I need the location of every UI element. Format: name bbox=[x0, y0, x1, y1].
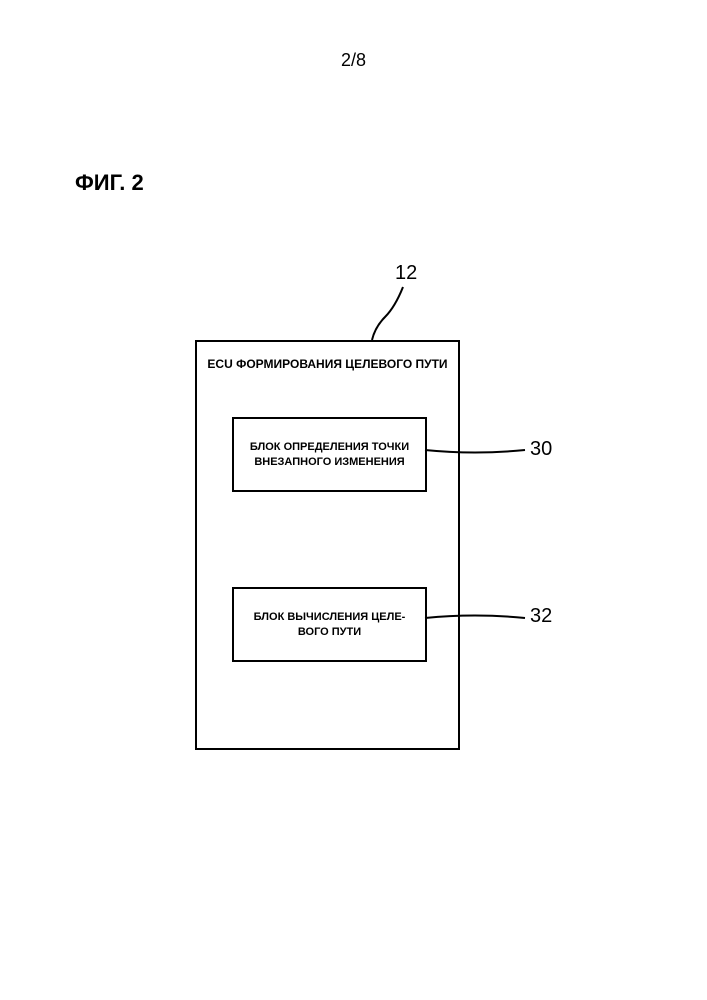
page-number: 2/8 bbox=[341, 50, 366, 71]
inner-block-2-label: БЛОК ВЫЧИСЛЕНИЯ ЦЕЛЕ-ВОГО ПУТИ bbox=[239, 610, 420, 639]
ref-label-32: 32 bbox=[530, 605, 552, 628]
inner-block-detection: БЛОК ОПРЕДЕЛЕНИЯ ТОЧКИ ВНЕЗАПНОГО ИЗМЕНЕ… bbox=[232, 417, 427, 492]
ref-label-12: 12 bbox=[395, 262, 417, 285]
leader-line-12-icon bbox=[370, 282, 430, 342]
main-ecu-title: ECU ФОРМИРОВАНИЯ ЦЕЛЕВОГО ПУТИ bbox=[197, 357, 458, 373]
inner-block-1-label: БЛОК ОПРЕДЕЛЕНИЯ ТОЧКИ ВНЕЗАПНОГО ИЗМЕНЕ… bbox=[239, 440, 420, 469]
figure-label: ФИГ. 2 bbox=[75, 170, 144, 196]
ref-label-30: 30 bbox=[530, 438, 552, 461]
main-ecu-block: ECU ФОРМИРОВАНИЯ ЦЕЛЕВОГО ПУТИ БЛОК ОПРЕ… bbox=[195, 340, 460, 750]
inner-block-calculation: БЛОК ВЫЧИСЛЕНИЯ ЦЕЛЕ-ВОГО ПУТИ bbox=[232, 587, 427, 662]
